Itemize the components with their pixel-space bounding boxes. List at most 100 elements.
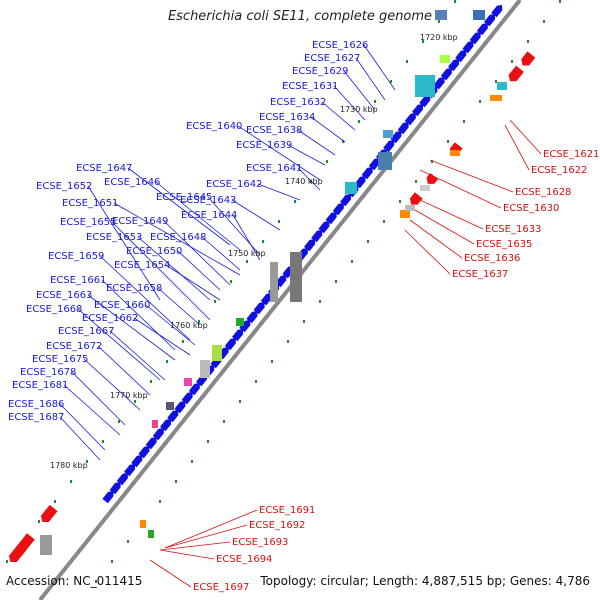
- forward-leader-line: [63, 384, 121, 436]
- track-dot: [422, 40, 424, 43]
- forward-leader-line: [363, 44, 396, 91]
- forward-leader-line: [113, 202, 241, 276]
- reverse-leader-line: [509, 119, 542, 155]
- forward-leader-line: [155, 181, 241, 251]
- track-dot: [159, 500, 161, 503]
- genome-summary: Topology: circular; Length: 4,887,515 bp…: [260, 574, 590, 588]
- track-dot: [319, 300, 321, 303]
- track-dot: [127, 540, 129, 543]
- track-dot: [495, 80, 497, 83]
- forward-gene-label: ECSE_1651: [62, 198, 118, 209]
- forward-gene-label: ECSE_1648: [150, 232, 206, 243]
- feature-block: [497, 82, 507, 90]
- forward-gene-label: ECSE_1639: [236, 140, 292, 151]
- feature-block: [184, 378, 192, 386]
- forward-leader-line: [257, 183, 301, 201]
- gene-arrow-shape: [40, 504, 58, 523]
- forward-leader-line: [87, 185, 161, 301]
- reverse-gene-label: ECSE_1692: [249, 520, 305, 531]
- reverse-gene-label: ECSE_1636: [464, 253, 520, 264]
- track-dot: [102, 440, 104, 443]
- track-dot: [374, 100, 376, 103]
- track-dot: [278, 220, 280, 223]
- forward-gene-label: ECSE_1650: [126, 246, 182, 257]
- forward-gene-label: ECSE_1660: [94, 300, 150, 311]
- forward-gene-label: ECSE_1655: [60, 217, 116, 228]
- track-dot: [239, 400, 241, 403]
- forward-gene-label: ECSE_1667: [58, 326, 114, 337]
- track-dot: [38, 520, 40, 523]
- forward-leader-line: [177, 250, 221, 291]
- forward-gene-label: ECSE_1672: [46, 341, 102, 352]
- forward-leader-line: [163, 220, 231, 286]
- forward-gene-label: ECSE_1627: [304, 53, 360, 64]
- forward-gene-label: ECSE_1643: [180, 195, 236, 206]
- track-dot: [6, 560, 8, 563]
- forward-gene-label: ECSE_1626: [312, 40, 368, 51]
- forward-gene-label: ECSE_1646: [104, 177, 160, 188]
- reverse-gene-arrow: [521, 51, 536, 66]
- track-dot: [262, 240, 264, 243]
- track-dot: [438, 20, 440, 23]
- forward-leader-line: [287, 144, 326, 166]
- reverse-gene-label: ECSE_1637: [452, 269, 508, 280]
- reverse-leader-line: [164, 509, 258, 549]
- track-dot: [399, 200, 401, 203]
- forward-leader-line: [321, 101, 356, 131]
- forward-leader-line: [333, 85, 366, 121]
- feature-block: [440, 55, 450, 63]
- feature-block: [435, 10, 447, 20]
- forward-gene-label: ECSE_1662: [82, 313, 138, 324]
- track-dot: [454, 0, 456, 3]
- reverse-leader-line: [504, 124, 530, 171]
- forward-leader-line: [157, 287, 201, 326]
- reverse-gene-label: ECSE_1633: [485, 224, 541, 235]
- feature-block: [450, 150, 460, 156]
- reverse-gene-arrow: [508, 65, 524, 82]
- reverse-leader-line: [414, 209, 475, 245]
- reverse-gene-label: ECSE_1697: [193, 582, 249, 593]
- kbp-tick-label: 1750 kbp: [228, 249, 266, 258]
- track-dot: [358, 120, 360, 123]
- track-dot: [287, 340, 289, 343]
- gene-arrow-shape: [8, 544, 26, 563]
- track-dot: [191, 460, 193, 463]
- reverse-gene-label: ECSE_1630: [503, 203, 559, 214]
- feature-block: [473, 10, 485, 20]
- track-dot: [95, 580, 97, 583]
- inner-dotted-track: [95, 0, 561, 583]
- forward-leader-line: [310, 116, 346, 143]
- accession-text: Accession: NC_011415: [6, 574, 143, 588]
- reverse-leader-line: [159, 549, 215, 560]
- leader-lines: [59, 44, 542, 588]
- kbp-tick-label: 1780 kbp: [50, 461, 88, 470]
- track-dot: [463, 120, 465, 123]
- feature-block: [415, 75, 435, 97]
- forward-leader-line: [165, 264, 221, 301]
- forward-leader-line: [133, 317, 191, 356]
- forward-gene-label: ECSE_1649: [112, 216, 168, 227]
- feature-block: [200, 360, 210, 378]
- track-dot: [415, 180, 417, 183]
- track-dot: [479, 100, 481, 103]
- track-dot: [111, 560, 113, 563]
- track-dot: [86, 460, 88, 463]
- forward-leader-line: [232, 214, 261, 261]
- feature-block: [400, 210, 410, 218]
- genome-title: Escherichia coli SE11, complete genome: [167, 9, 433, 24]
- feature-block: [212, 345, 222, 361]
- track-dot: [134, 400, 136, 403]
- kbp-ticks: 1720 kbp 1730 kbp 1740 kbp 1750 kbp 1760 kbp…: [50, 33, 458, 470]
- forward-leader-line: [111, 221, 211, 321]
- kbp-tick-label: 1760 kbp: [170, 321, 208, 330]
- reverse-gene-label: ECSE_1628: [515, 187, 571, 198]
- forward-gene-label: ECSE_1647: [76, 163, 132, 174]
- feature-block: [383, 130, 393, 138]
- track-dot: [447, 140, 449, 143]
- forward-gene-label: ECSE_1629: [292, 66, 348, 77]
- forward-leader-line: [145, 304, 196, 346]
- forward-gene-label: ECSE_1640: [186, 121, 242, 132]
- track-dot: [303, 320, 305, 323]
- forward-gene-label: ECSE_1687: [8, 412, 64, 423]
